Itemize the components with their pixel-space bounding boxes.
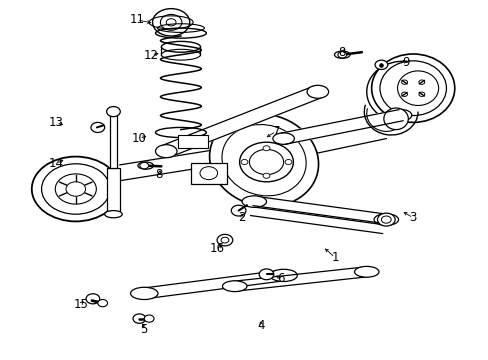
Circle shape: [259, 269, 273, 280]
Circle shape: [401, 92, 407, 96]
Ellipse shape: [155, 145, 177, 158]
Circle shape: [32, 157, 120, 221]
Text: 14: 14: [49, 157, 63, 170]
Text: 7: 7: [272, 125, 280, 138]
Circle shape: [98, 300, 107, 307]
Circle shape: [337, 51, 346, 58]
Circle shape: [374, 60, 387, 69]
Circle shape: [133, 314, 145, 323]
Text: 16: 16: [210, 242, 224, 255]
FancyBboxPatch shape: [190, 163, 227, 184]
Text: 6: 6: [277, 273, 285, 285]
Circle shape: [263, 173, 269, 178]
Text: 8: 8: [155, 168, 163, 181]
Circle shape: [241, 159, 247, 165]
Text: 2: 2: [238, 211, 245, 224]
Text: 3: 3: [408, 211, 416, 224]
Ellipse shape: [138, 162, 153, 169]
Circle shape: [86, 294, 100, 304]
Polygon shape: [142, 270, 285, 299]
FancyBboxPatch shape: [178, 135, 207, 148]
Text: 11: 11: [129, 13, 144, 26]
Text: 8: 8: [338, 46, 346, 59]
Circle shape: [66, 182, 85, 196]
Polygon shape: [252, 196, 387, 225]
Ellipse shape: [354, 266, 378, 277]
Circle shape: [285, 159, 291, 165]
Text: 12: 12: [144, 49, 159, 62]
Ellipse shape: [389, 109, 411, 121]
Text: 15: 15: [73, 298, 88, 311]
Circle shape: [221, 237, 228, 243]
Circle shape: [91, 122, 104, 132]
Polygon shape: [162, 86, 321, 157]
Ellipse shape: [373, 214, 398, 225]
Text: 10: 10: [132, 132, 146, 145]
Ellipse shape: [209, 114, 318, 207]
Circle shape: [106, 107, 120, 117]
Circle shape: [381, 216, 390, 223]
Text: 5: 5: [140, 323, 148, 336]
Circle shape: [55, 174, 96, 204]
Polygon shape: [233, 267, 367, 291]
Circle shape: [263, 146, 269, 151]
Circle shape: [200, 167, 217, 180]
Circle shape: [144, 315, 154, 322]
FancyBboxPatch shape: [109, 115, 117, 168]
Polygon shape: [250, 206, 385, 234]
Circle shape: [249, 149, 283, 175]
Ellipse shape: [104, 211, 122, 218]
Ellipse shape: [272, 133, 294, 144]
Circle shape: [41, 164, 110, 214]
Text: 13: 13: [49, 116, 63, 129]
Ellipse shape: [306, 85, 328, 98]
Ellipse shape: [269, 269, 297, 282]
Ellipse shape: [242, 196, 266, 207]
Ellipse shape: [334, 51, 349, 58]
Ellipse shape: [383, 108, 407, 130]
Ellipse shape: [130, 287, 158, 300]
Circle shape: [217, 234, 232, 246]
Ellipse shape: [222, 281, 246, 292]
Circle shape: [140, 162, 148, 169]
Circle shape: [418, 92, 424, 96]
Text: 4: 4: [257, 319, 265, 332]
Ellipse shape: [222, 125, 305, 196]
FancyBboxPatch shape: [106, 168, 120, 211]
Circle shape: [418, 80, 424, 84]
Polygon shape: [281, 110, 402, 144]
Circle shape: [377, 213, 394, 226]
Text: 9: 9: [401, 57, 409, 69]
Text: 1: 1: [330, 251, 338, 264]
Circle shape: [401, 80, 407, 84]
Circle shape: [239, 142, 293, 182]
Circle shape: [231, 205, 245, 216]
